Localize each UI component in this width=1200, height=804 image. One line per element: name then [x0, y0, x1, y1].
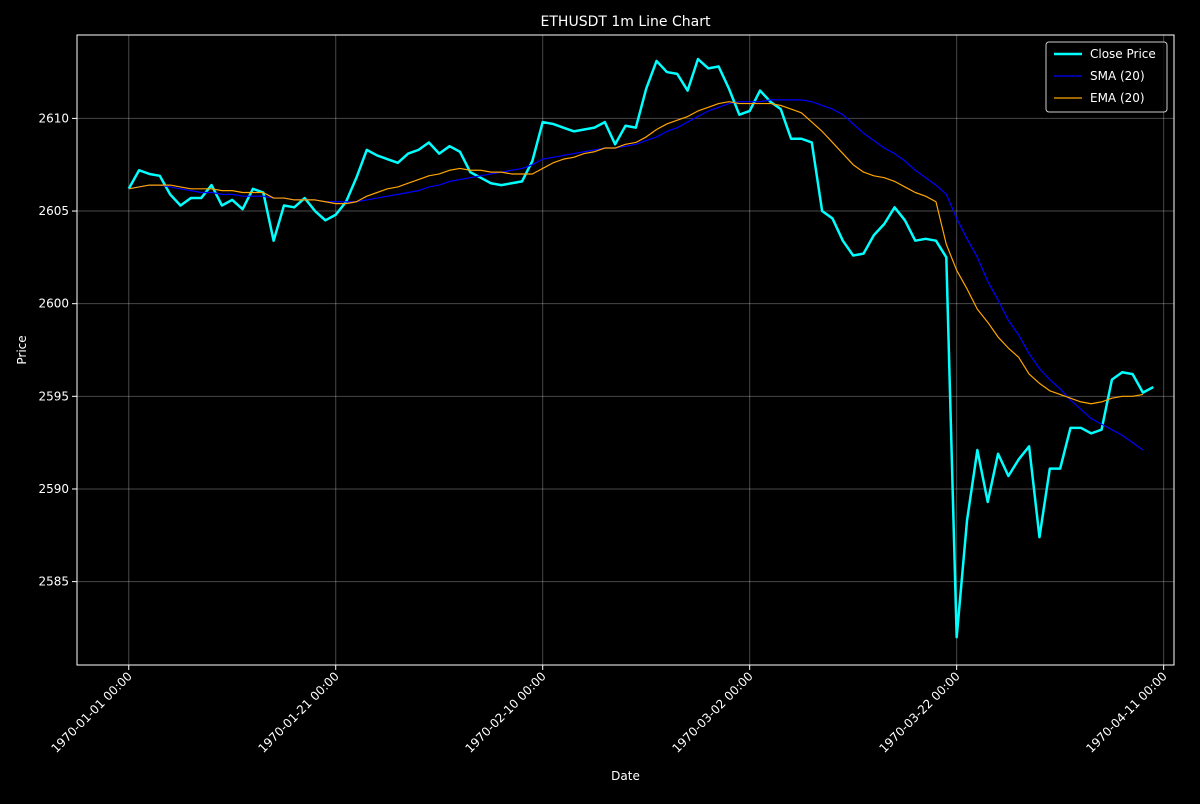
y-tick-label: 2585 — [38, 575, 69, 589]
chart-title: ETHUSDT 1m Line Chart — [541, 14, 711, 30]
y-axis: 2585 2590 2595 2600 2605 2610 — [38, 111, 77, 589]
legend: Close Price SMA (20) EMA (20) — [1045, 41, 1168, 113]
legend-label: EMA (20) — [1090, 91, 1145, 105]
legend-box — [1045, 41, 1168, 113]
plot-frame — [76, 34, 1175, 666]
y-tick-label: 2610 — [38, 111, 69, 125]
close-price-line — [127, 57, 1154, 639]
ema-20-line — [128, 101, 1144, 405]
y-tick-label: 2595 — [38, 389, 69, 403]
legend-label: SMA (20) — [1090, 69, 1145, 83]
x-axis-label: Date — [611, 769, 640, 783]
y-tick-label: 2605 — [38, 204, 69, 218]
y-tick-label: 2590 — [38, 482, 69, 496]
y-tick-label: 2600 — [38, 297, 69, 311]
series-layer — [127, 57, 1154, 639]
y-axis-label: Price — [15, 335, 29, 364]
legend-label: Close Price — [1090, 47, 1156, 61]
grid — [77, 35, 1174, 665]
